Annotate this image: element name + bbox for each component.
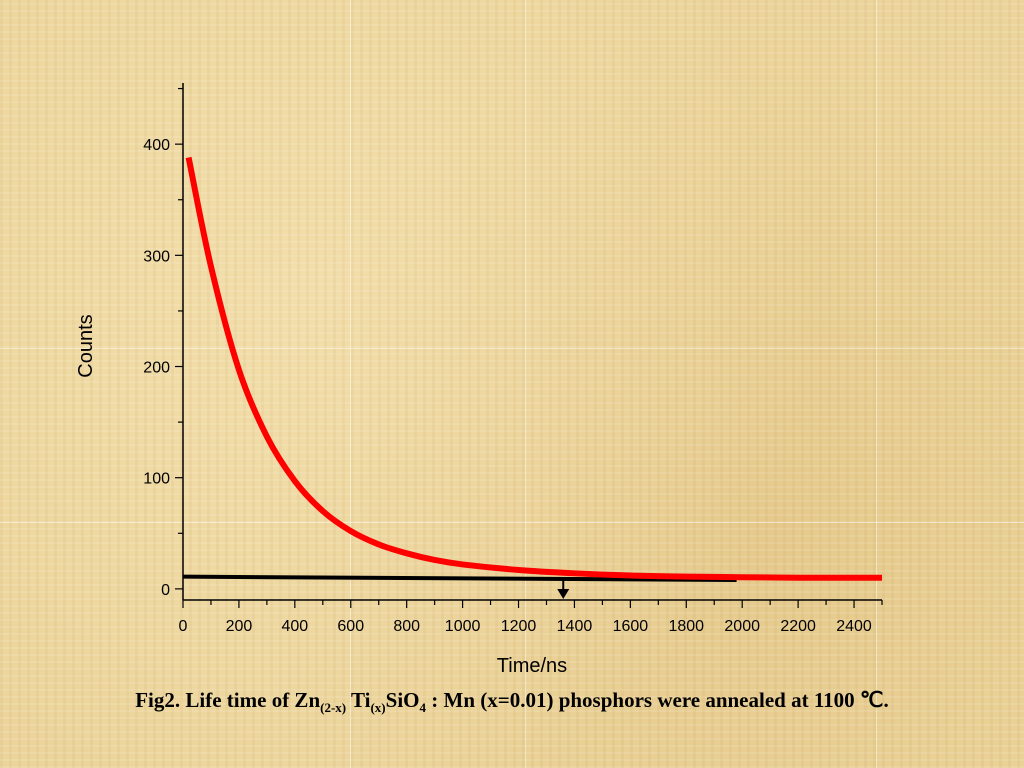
figure-caption: Fig2. Life time of Zn(2-x) Ti(x)SiO4 : M… — [0, 688, 1024, 716]
caption-subscript: 4 — [419, 700, 427, 716]
caption-text: : Mn (x=0.01) phosphors were annealed at… — [426, 688, 889, 712]
paper-seam — [525, 0, 526, 768]
x-tick-label: 2200 — [780, 618, 816, 635]
paper-seam — [0, 522, 1024, 523]
caption-subscript: (x) — [370, 700, 386, 716]
y-axis-title: Counts — [75, 314, 97, 377]
decay-curve — [185, 156, 882, 581]
x-tick-label: 400 — [281, 618, 308, 635]
x-axis-title: Time/ns — [497, 655, 567, 677]
chart-axes: 0 200 400 600 800 1000 1200 1400 1600 1800 2000 220… — [143, 83, 883, 635]
x-tick-label: 1000 — [445, 618, 481, 635]
caption-text: SiO — [385, 688, 420, 712]
paper-seam — [350, 0, 351, 768]
y-tick-label: 0 — [161, 582, 170, 599]
baseline-line — [182, 574, 737, 582]
chart-marks — [182, 156, 882, 599]
x-tick-label: 2000 — [724, 618, 760, 635]
caption-text: Ti — [346, 688, 371, 712]
y-tick-label: 200 — [143, 360, 170, 377]
paper-seam — [0, 348, 1024, 349]
y-tick-label: 300 — [143, 248, 170, 265]
y-tick-label: 100 — [143, 471, 170, 488]
x-tick-label: 1200 — [501, 618, 537, 635]
arrow-head — [557, 589, 570, 599]
caption-subscript: (2-x) — [320, 700, 347, 716]
x-tick-label: 200 — [226, 618, 253, 635]
x-tick-label: 2400 — [836, 618, 872, 635]
x-tick-label: 1800 — [668, 618, 704, 635]
y-tick-label: 400 — [143, 137, 170, 154]
x-tick-label: 0 — [179, 618, 188, 635]
x-tick-label: 1400 — [557, 618, 593, 635]
x-tick-label: 1600 — [613, 618, 649, 635]
x-tick-label: 600 — [337, 618, 364, 635]
paper-seam — [876, 0, 877, 768]
caption-text: Fig2. Life time of Zn — [135, 688, 321, 712]
x-tick-label: 800 — [393, 618, 420, 635]
